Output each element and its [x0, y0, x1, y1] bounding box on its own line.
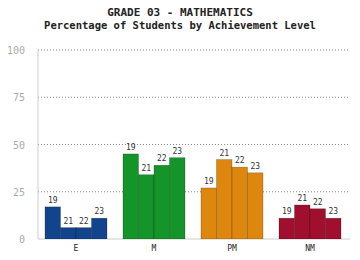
bar-label: 23: [328, 207, 338, 216]
y-tick-label: 50: [13, 140, 25, 151]
bar: [248, 173, 264, 239]
bar: [295, 205, 311, 239]
bar: [139, 175, 155, 239]
bar-label: 21: [63, 217, 73, 226]
bar-label: 23: [250, 162, 260, 171]
y-tick-label: 100: [7, 45, 25, 56]
grid-line: [38, 144, 350, 145]
bar-label: 22: [157, 154, 167, 163]
title: GRADE 03 - MATHEMATICS: [107, 6, 253, 19]
y-tick-label: 25: [13, 187, 25, 198]
bar: [201, 188, 217, 239]
subtitle: Percentage of Students by Achievement Le…: [44, 19, 316, 31]
bar: [170, 158, 186, 239]
x-tick-label: E: [74, 244, 79, 253]
bar-label: 22: [313, 198, 323, 207]
bar: [61, 228, 77, 239]
y-tick-label: 75: [13, 92, 25, 103]
bar-label: 22: [235, 156, 245, 165]
bar-label: 21: [219, 149, 229, 158]
x-tick-label: NM: [305, 244, 315, 253]
bar: [154, 165, 170, 239]
y-tick-label: 0: [19, 234, 25, 245]
bar-label: 23: [94, 207, 104, 216]
x-tick-label: PM: [227, 244, 237, 253]
bar-label: 19: [126, 143, 136, 152]
bar: [310, 209, 326, 239]
grid-line: [38, 191, 350, 192]
bar-label: 23: [172, 147, 182, 156]
bar: [326, 218, 342, 239]
grid-line: [38, 50, 350, 51]
x-tick-label: M: [152, 244, 157, 253]
bar-label: 21: [297, 194, 307, 203]
bar-label: 22: [79, 217, 89, 226]
bar: [123, 154, 139, 239]
grid-line: [38, 97, 350, 98]
bars: [45, 154, 341, 239]
bar: [217, 160, 233, 239]
y-axis: [38, 50, 39, 239]
bar: [76, 228, 92, 239]
bar-label: 19: [282, 207, 292, 216]
bar-label: 21: [141, 164, 151, 173]
bar: [92, 218, 108, 239]
bar-label: 19: [204, 177, 214, 186]
bar: [279, 218, 295, 239]
bar: [45, 207, 61, 239]
bar-label: 19: [48, 196, 58, 205]
bar: [232, 167, 248, 239]
